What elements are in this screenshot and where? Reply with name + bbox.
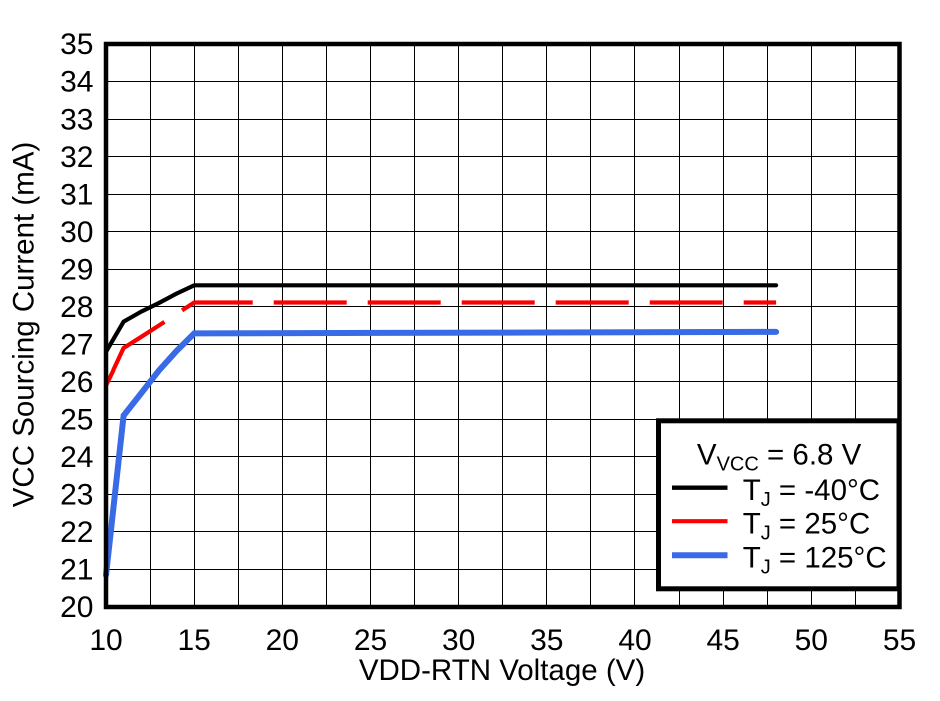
svg-text:VDD-RTN Voltage (V): VDD-RTN Voltage (V): [359, 654, 645, 687]
svg-text:29: 29: [60, 253, 93, 286]
svg-text:23: 23: [60, 479, 93, 512]
svg-text:28: 28: [60, 291, 93, 324]
svg-text:35: 35: [60, 28, 93, 61]
svg-text:31: 31: [60, 178, 93, 211]
svg-text:35: 35: [530, 624, 563, 657]
svg-text:25: 25: [354, 624, 387, 657]
svg-text:33: 33: [60, 103, 93, 136]
svg-text:TJ = 25°C: TJ = 25°C: [743, 508, 871, 545]
svg-text:30: 30: [442, 624, 475, 657]
svg-text:24: 24: [60, 441, 93, 474]
svg-text:20: 20: [266, 624, 299, 657]
svg-text:21: 21: [60, 554, 93, 587]
svg-text:55: 55: [883, 624, 916, 657]
svg-text:22: 22: [60, 516, 93, 549]
svg-text:50: 50: [795, 624, 828, 657]
svg-text:27: 27: [60, 329, 93, 362]
svg-text:32: 32: [60, 141, 93, 174]
svg-text:10: 10: [89, 624, 122, 657]
svg-text:25: 25: [60, 404, 93, 437]
svg-text:45: 45: [707, 624, 740, 657]
svg-text:VCC Sourcing Current (mA): VCC Sourcing Current (mA): [8, 142, 41, 508]
svg-text:20: 20: [60, 591, 93, 624]
svg-text:34: 34: [60, 66, 93, 99]
svg-text:30: 30: [60, 216, 93, 249]
svg-text:15: 15: [178, 624, 211, 657]
svg-text:40: 40: [618, 624, 651, 657]
svg-text:26: 26: [60, 366, 93, 399]
